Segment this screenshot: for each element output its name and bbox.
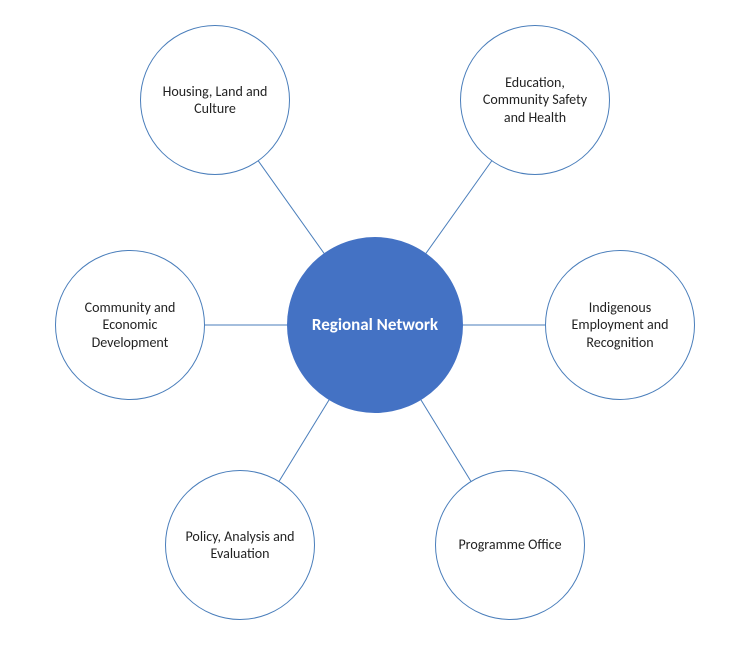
outer-node: Indigenous Employment and Recognition — [545, 250, 695, 400]
outer-node: Policy, Analysis and Evaluation — [165, 470, 315, 620]
outer-node: Education, Community Safety and Health — [460, 25, 610, 175]
center-node: Regional Network — [287, 237, 463, 413]
node-label: Programme Office — [458, 536, 561, 554]
node-label: Community and Economic Development — [68, 299, 192, 352]
node-label: Education, Community Safety and Health — [473, 74, 597, 127]
node-label: Policy, Analysis and Evaluation — [178, 528, 302, 563]
node-label: Indigenous Employment and Recognition — [558, 299, 682, 352]
node-label: Housing, Land and Culture — [153, 83, 277, 118]
outer-node: Programme Office — [435, 470, 585, 620]
center-label: Regional Network — [312, 314, 438, 335]
outer-node: Housing, Land and Culture — [140, 25, 290, 175]
outer-node: Community and Economic Development — [55, 250, 205, 400]
radial-diagram: Regional Network Housing, Land and Cultur… — [0, 0, 750, 650]
